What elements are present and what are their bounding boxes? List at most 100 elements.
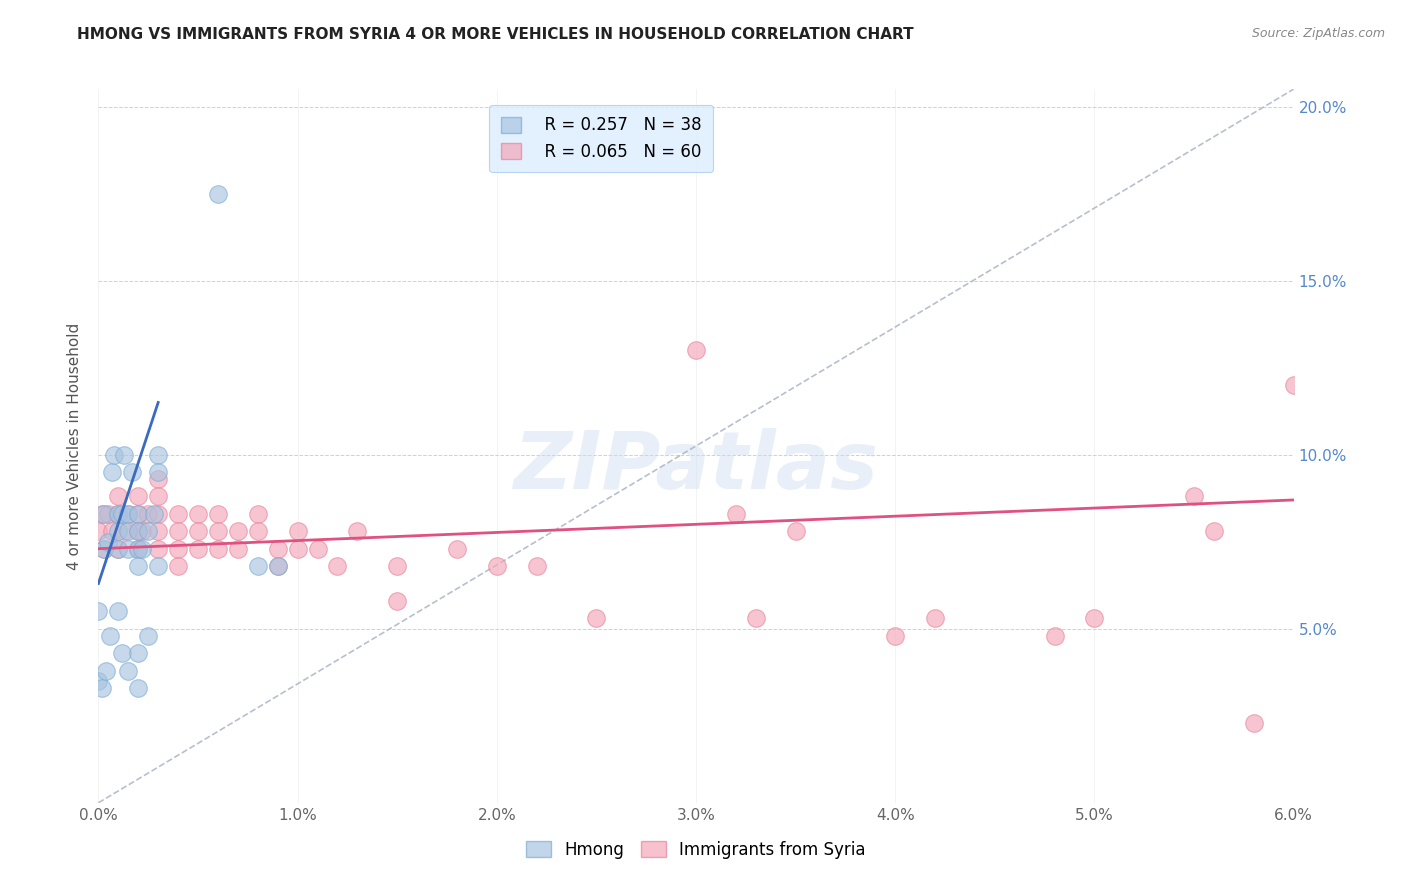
Point — [117, 524, 139, 539]
Point — [97, 534, 120, 549]
Point — [131, 524, 153, 539]
Point — [127, 524, 149, 539]
Point — [101, 524, 124, 539]
Point — [127, 541, 149, 556]
Point — [724, 507, 747, 521]
Point — [148, 448, 170, 462]
Point — [1243, 715, 1265, 730]
Point — [167, 559, 190, 574]
Point — [267, 559, 290, 574]
Point — [127, 490, 149, 504]
Point — [148, 541, 170, 556]
Point — [207, 186, 229, 201]
Point — [127, 507, 149, 521]
Point — [131, 541, 153, 556]
Point — [167, 541, 190, 556]
Point — [107, 490, 129, 504]
Point — [121, 465, 143, 479]
Legend: Hmong, Immigrants from Syria: Hmong, Immigrants from Syria — [519, 835, 873, 866]
Point — [385, 594, 409, 608]
Point — [93, 541, 115, 556]
Point — [112, 524, 135, 539]
Point — [107, 507, 129, 521]
Point — [87, 524, 110, 539]
Point — [884, 629, 907, 643]
Point — [187, 524, 209, 539]
Point — [107, 524, 129, 539]
Point — [785, 524, 807, 539]
Point — [745, 611, 768, 625]
Point — [385, 559, 409, 574]
Point — [101, 465, 124, 479]
Point — [148, 490, 170, 504]
Point — [93, 541, 115, 556]
Point — [127, 524, 149, 539]
Point — [136, 629, 159, 643]
Point — [148, 524, 170, 539]
Point — [127, 507, 149, 521]
Point — [107, 604, 129, 618]
Point — [112, 448, 135, 462]
Point — [127, 541, 149, 556]
Point — [246, 559, 269, 574]
Point — [924, 611, 946, 625]
Point — [136, 524, 159, 539]
Point — [267, 559, 290, 574]
Point — [127, 681, 149, 695]
Point — [207, 541, 229, 556]
Text: ZIPatlas: ZIPatlas — [513, 428, 879, 507]
Point — [207, 507, 229, 521]
Point — [685, 343, 707, 358]
Point — [346, 524, 368, 539]
Point — [98, 629, 122, 643]
Point — [307, 541, 329, 556]
Point — [117, 507, 139, 521]
Point — [187, 507, 209, 521]
Point — [107, 541, 129, 556]
Point — [226, 524, 249, 539]
Point — [207, 524, 229, 539]
Point — [117, 541, 139, 556]
Point — [111, 646, 134, 660]
Point — [103, 448, 125, 462]
Point — [246, 507, 269, 521]
Point — [148, 507, 170, 521]
Point — [97, 507, 120, 521]
Point — [93, 507, 115, 521]
Y-axis label: 4 or more Vehicles in Household: 4 or more Vehicles in Household — [67, 322, 83, 570]
Point — [287, 541, 309, 556]
Point — [148, 559, 170, 574]
Point — [1202, 524, 1225, 539]
Point — [267, 541, 290, 556]
Point — [87, 604, 110, 618]
Point — [167, 524, 190, 539]
Point — [1083, 611, 1105, 625]
Point — [167, 507, 190, 521]
Point — [148, 472, 170, 486]
Point — [1282, 378, 1305, 392]
Point — [87, 673, 110, 688]
Point — [136, 507, 159, 521]
Point — [526, 559, 548, 574]
Point — [107, 541, 129, 556]
Point — [446, 541, 468, 556]
Point — [485, 559, 508, 574]
Text: Source: ZipAtlas.com: Source: ZipAtlas.com — [1251, 27, 1385, 40]
Point — [1182, 490, 1205, 504]
Point — [187, 541, 209, 556]
Point — [326, 559, 349, 574]
Point — [287, 524, 309, 539]
Text: HMONG VS IMMIGRANTS FROM SYRIA 4 OR MORE VEHICLES IN HOUSEHOLD CORRELATION CHART: HMONG VS IMMIGRANTS FROM SYRIA 4 OR MORE… — [77, 27, 914, 42]
Point — [246, 524, 269, 539]
Point — [148, 465, 170, 479]
Point — [91, 507, 114, 521]
Point — [107, 507, 129, 521]
Point — [226, 541, 249, 556]
Point — [127, 646, 149, 660]
Point — [1043, 629, 1066, 643]
Point — [127, 559, 149, 574]
Point — [143, 507, 166, 521]
Point — [117, 507, 139, 521]
Point — [96, 664, 118, 678]
Point — [111, 507, 134, 521]
